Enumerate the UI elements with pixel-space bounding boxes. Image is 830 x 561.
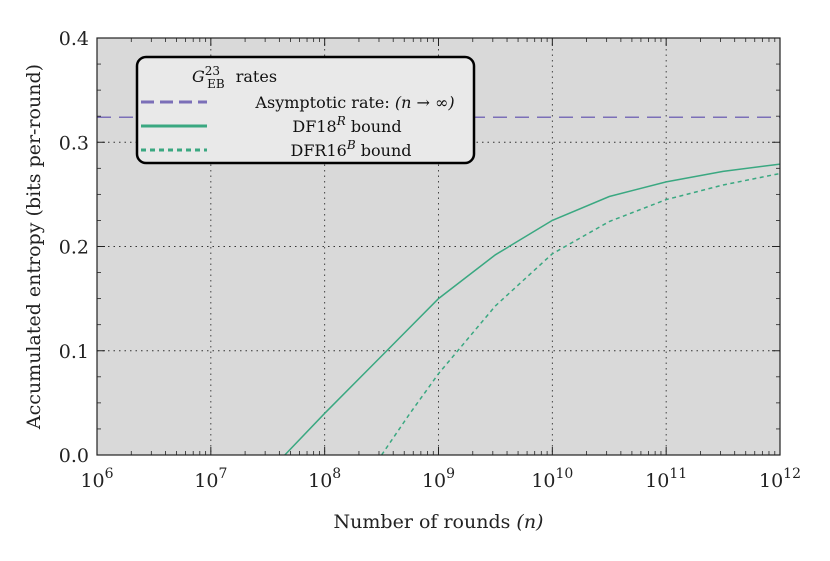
- x-tick-label: 109: [422, 466, 455, 492]
- x-tick-label: 108: [308, 466, 341, 492]
- y-tick-label: 0.4: [59, 28, 89, 50]
- legend-label-0: Asymptotic rate: (n → ∞): [254, 93, 454, 112]
- series-line-1: [284, 163, 781, 456]
- legend-title: G23 EB rates: [192, 64, 277, 91]
- y-tick-label: 0.0: [59, 445, 89, 467]
- y-tick-label: 0.1: [59, 341, 89, 363]
- series-line-2: [380, 172, 781, 456]
- legend: G23 EB rates Asymptotic rate: (n → ∞) DF18…: [135, 55, 476, 165]
- x-tick-label: 106: [80, 466, 113, 492]
- y-tick-label: 0.3: [59, 132, 89, 154]
- legend-entries: Asymptotic rate: (n → ∞) DF18R boundDFR16…: [141, 93, 455, 160]
- legend-box: [135, 55, 476, 165]
- y-tick-label: 0.2: [59, 237, 89, 259]
- y-axis-title: Accumulated entropy (bits per-round): [23, 64, 45, 430]
- x-tick-label: 1012: [759, 466, 801, 492]
- x-tick-label: 1011: [645, 466, 687, 492]
- x-tick-label: 1010: [531, 466, 573, 492]
- legend-label-1: DF18R bound: [292, 114, 401, 136]
- legend-label-2: DFR16B bound: [291, 138, 412, 160]
- y-tick-labels: 0.0 0.1 0.2 0.3 0.4: [59, 28, 89, 467]
- x-tick-label: 107: [194, 466, 227, 492]
- tick-marks: [96, 37, 781, 456]
- x-tick-labels: 106 107 108 109 1010 1011 1012: [80, 466, 801, 492]
- x-axis-title: Number of rounds (n): [334, 511, 544, 533]
